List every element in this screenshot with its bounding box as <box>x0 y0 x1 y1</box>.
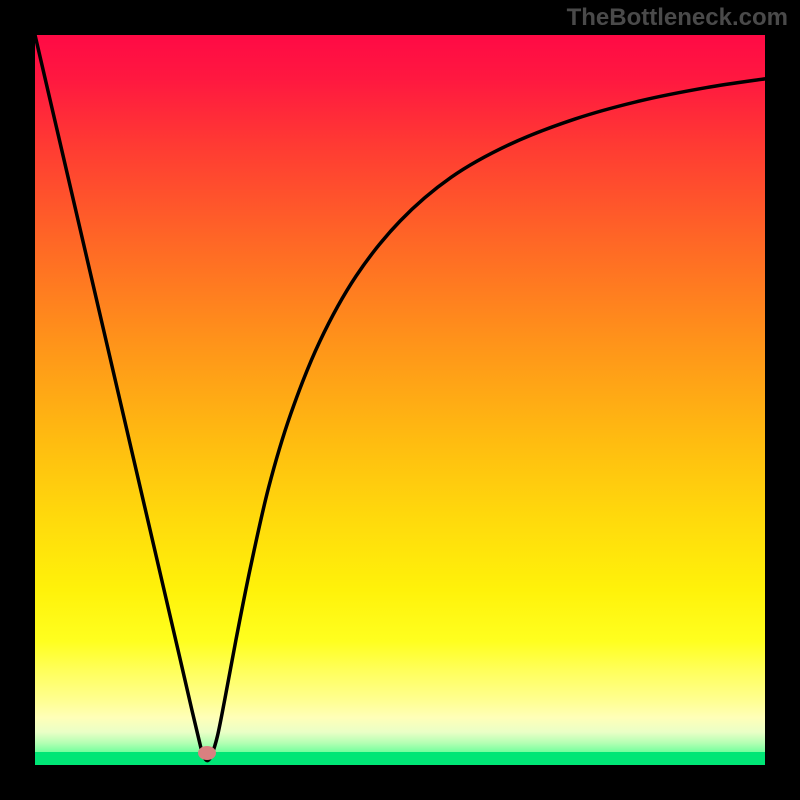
chart-container: TheBottleneck.com <box>0 0 800 800</box>
bottleneck-curve <box>35 35 765 761</box>
watermark-text: TheBottleneck.com <box>567 4 788 32</box>
minimum-marker <box>198 746 216 760</box>
curve-layer <box>35 35 765 765</box>
plot-area <box>35 35 765 765</box>
